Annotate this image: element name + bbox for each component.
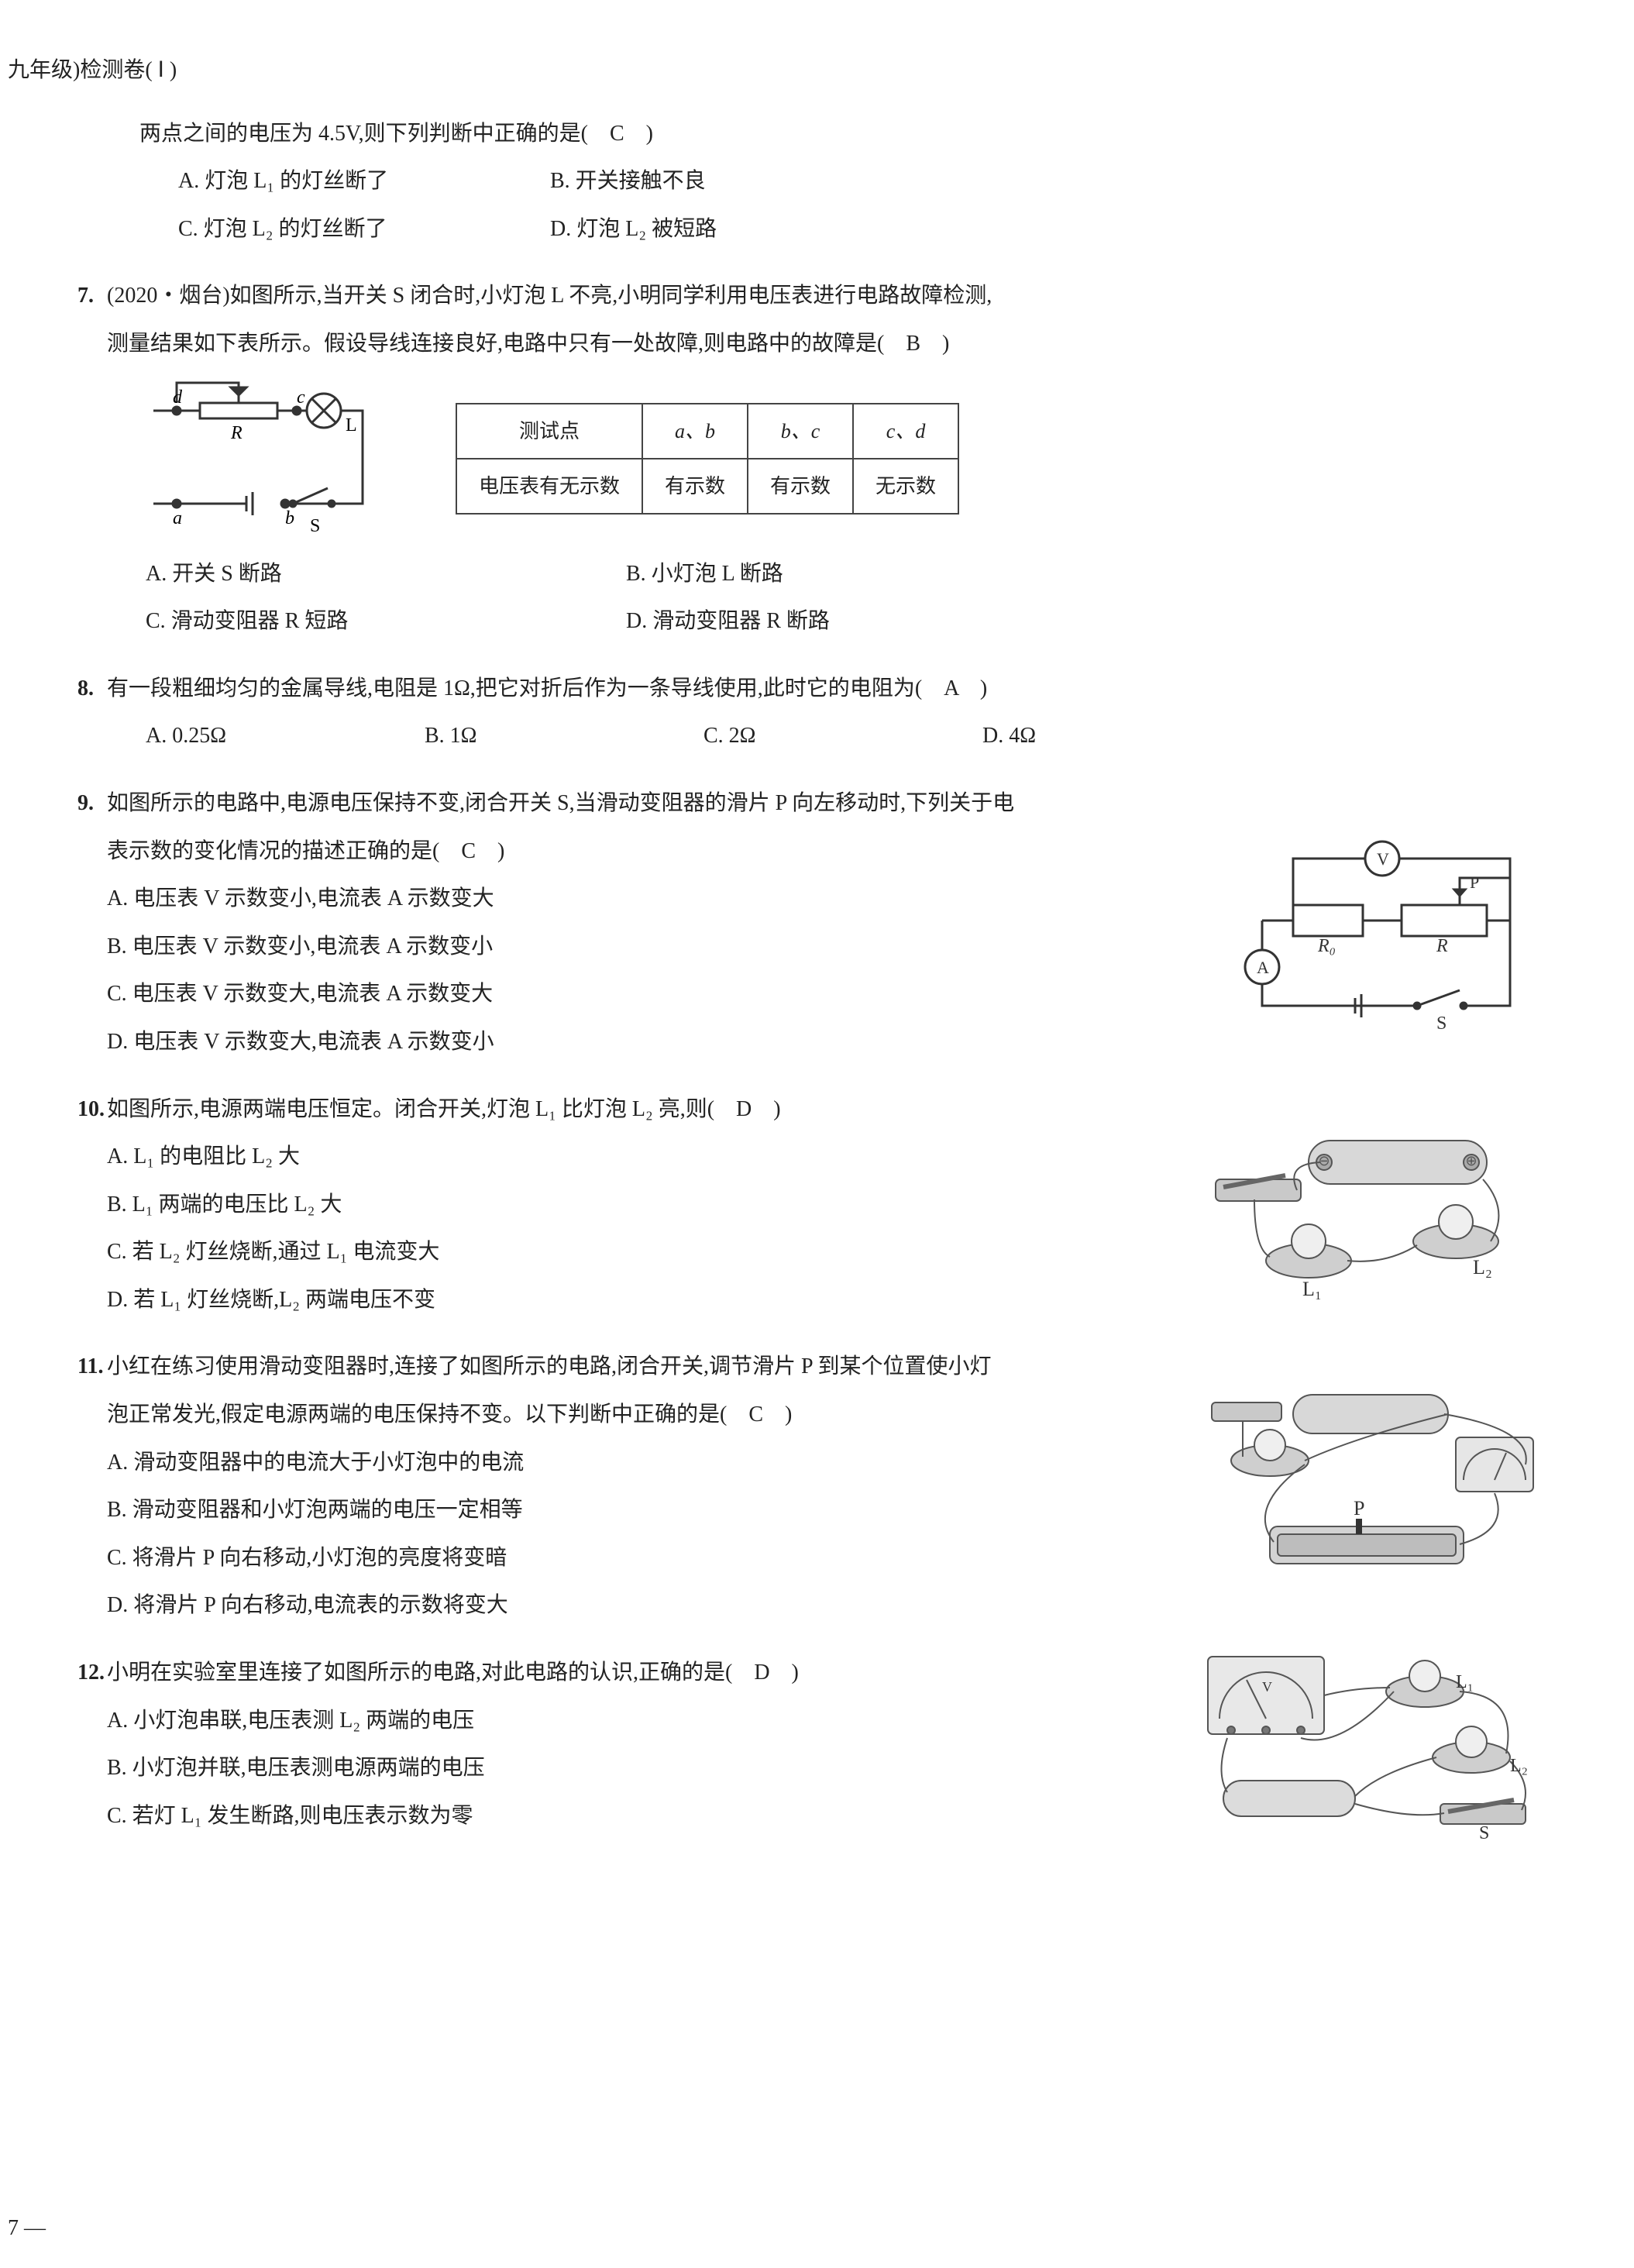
svg-text:S: S [1436, 1014, 1447, 1034]
option-c: C. 若灯 L₁ 发生断路,则电压表示数为零 [107, 1792, 1161, 1840]
option-c: C. 灯泡 L₂ 的灯丝断了 [178, 205, 550, 253]
question-text: (2020・烟台)如图所示,当开关 S 闭合时,小灯泡 L 不亮,小明同学利用电… [107, 272, 1580, 320]
page-footer: 7 — [8, 2204, 46, 2253]
table-header: 测试点 [456, 404, 642, 459]
option-b: B. 开关接触不良 [550, 157, 922, 205]
svg-text:a: a [173, 508, 182, 528]
data-table-q7: 测试点 a、b b、c c、d 电压表有无示数 有示数 有示数 无示数 [456, 403, 959, 515]
option-b: B. 1Ω [425, 712, 703, 760]
table-cell: 有示数 [748, 459, 853, 514]
svg-text:S: S [1479, 1823, 1489, 1843]
question-number: 11. [77, 1343, 103, 1391]
svg-text:⊕: ⊕ [1465, 1153, 1477, 1168]
option-b: B. 电压表 V 示数变小,电流表 A 示数变小 [107, 923, 1208, 971]
question-text: 小明在实验室里连接了如图所示的电路,对此电路的认识,正确的是( D ) [107, 1649, 1161, 1697]
question-text: 泡正常发光,假定电源两端的电压保持不变。以下判断中正确的是( C ) [107, 1391, 1169, 1439]
circuit-photo-q11: P [1200, 1391, 1541, 1592]
svg-text:L₁: L₁ [1302, 1278, 1322, 1300]
table-cell: 有示数 [642, 459, 748, 514]
option-c: C. 将滑片 P 向右移动,小灯泡的亮度将变暗 [107, 1534, 1169, 1582]
option-c: C. 2Ω [703, 712, 982, 760]
svg-text:b: b [285, 508, 294, 528]
option-d: D. 若 L₁ 灯丝烧断,L₂ 两端电压不变 [107, 1276, 1177, 1324]
option-c: C. 电压表 V 示数变大,电流表 A 示数变大 [107, 970, 1208, 1018]
question-9: 9. 如图所示的电路中,电源电压保持不变,闭合开关 S,当滑动变阻器的滑片 P … [0, 780, 1580, 1066]
option-d: D. 4Ω [982, 712, 1261, 760]
question-number: 8. [77, 665, 94, 713]
question-12: 12. 小明在实验室里连接了如图所示的电路,对此电路的认识,正确的是( D ) … [0, 1649, 1580, 1843]
circuit-photo-q12: V [1192, 1649, 1549, 1843]
option-a: A. 灯泡 L₁ 的灯丝断了 [178, 157, 550, 205]
option-c: C. 滑动变阻器 R 短路 [146, 597, 626, 645]
table-header: b、c [748, 404, 853, 459]
option-d: D. 将滑片 P 向右移动,电流表的示数将变大 [107, 1581, 1169, 1630]
option-b: B. 滑动变阻器和小灯泡两端的电压一定相等 [107, 1486, 1169, 1534]
question-number: 12. [77, 1649, 105, 1697]
option-a: A. 滑动变阻器中的电流大于小灯泡中的电流 [107, 1439, 1169, 1487]
option-a: A. 小灯泡串联,电压表测 L₂ 两端的电压 [107, 1697, 1161, 1745]
table-cell: 电压表有无示数 [456, 459, 642, 514]
option-b: B. 小灯泡 L 断路 [626, 550, 1106, 598]
option-a: A. L₁ 的电阻比 L₂ 大 [107, 1133, 1177, 1181]
svg-text:R₀: R₀ [1317, 936, 1336, 956]
option-b: B. L₁ 两端的电压比 L₂ 大 [107, 1181, 1177, 1229]
svg-text:d: d [173, 387, 183, 408]
svg-text:L₂: L₂ [1473, 1256, 1492, 1279]
svg-text:L₂: L₂ [1510, 1756, 1528, 1776]
table-header: c、d [853, 404, 958, 459]
option-a: A. 开关 S 断路 [146, 550, 626, 598]
question-text: 有一段粗细均匀的金属导线,电阻是 1Ω,把它对折后作为一条导线使用,此时它的电阻… [107, 665, 1580, 713]
circuit-photo-q10: ⊖ ⊕ [1208, 1133, 1533, 1311]
question-8: 8. 有一段粗细均匀的金属导线,电阻是 1Ω,把它对折后作为一条导线使用,此时它… [0, 665, 1580, 760]
fragment-line: 两点之间的电压为 4.5V,则下列判断中正确的是( C ) [139, 110, 1580, 158]
question-text: 小红在练习使用滑动变阻器时,连接了如图所示的电路,闭合开关,调节滑片 P 到某个… [107, 1343, 1580, 1391]
svg-text:P: P [1354, 1497, 1364, 1519]
option-d: D. 灯泡 L₂ 被短路 [550, 205, 922, 253]
svg-text:c: c [297, 387, 305, 408]
option-d: D. 电压表 V 示数变大,电流表 A 示数变小 [107, 1018, 1208, 1066]
question-number: 7. [77, 272, 94, 320]
table-header: a、b [642, 404, 748, 459]
option-a: A. 0.25Ω [146, 712, 425, 760]
option-a: A. 电压表 V 示数变小,电流表 A 示数变大 [107, 875, 1208, 923]
question-number: 10. [77, 1086, 105, 1134]
question-11: 11. 小红在练习使用滑动变阻器时,连接了如图所示的电路,闭合开关,调节滑片 P… [0, 1343, 1580, 1630]
question-text: 测量结果如下表所示。假设导线连接良好,电路中只有一处故障,则电路中的故障是( B… [107, 320, 1580, 368]
circuit-diagram-q9: V A R₀ [1239, 835, 1533, 1037]
circuit-diagram-q7: d c a b R L S [130, 380, 386, 535]
svg-text:⊖: ⊖ [1318, 1153, 1330, 1168]
question-text: 如图所示,电源两端电压恒定。闭合开关,灯泡 L₁ 比灯泡 L₂ 亮,则( D ) [107, 1086, 1580, 1134]
svg-text:S: S [310, 516, 320, 535]
svg-text:R: R [230, 423, 243, 443]
svg-text:R: R [1436, 936, 1448, 956]
prev-question-fragment: 两点之间的电压为 4.5V,则下列判断中正确的是( C ) A. 灯泡 L₁ 的… [0, 110, 1580, 253]
question-number: 9. [77, 780, 94, 828]
question-text: 如图所示的电路中,电源电压保持不变,闭合开关 S,当滑动变阻器的滑片 P 向左移… [107, 780, 1580, 828]
svg-text:L₁: L₁ [1456, 1672, 1474, 1692]
svg-text:P: P [1470, 872, 1479, 892]
option-c: C. 若 L₂ 灯丝烧断,通过 L₁ 电流变大 [107, 1228, 1177, 1276]
question-10: 10. 如图所示,电源两端电压恒定。闭合开关,灯泡 L₁ 比灯泡 L₂ 亮,则(… [0, 1086, 1580, 1324]
question-text: 表示数的变化情况的描述正确的是( C ) [107, 828, 1208, 876]
svg-text:A: A [1257, 958, 1269, 977]
option-d: D. 滑动变阻器 R 断路 [626, 597, 1106, 645]
question-7: 7. (2020・烟台)如图所示,当开关 S 闭合时,小灯泡 L 不亮,小明同学… [0, 272, 1580, 645]
svg-text:L: L [346, 415, 357, 435]
option-b: B. 小灯泡并联,电压表测电源两端的电压 [107, 1744, 1161, 1792]
svg-text:V: V [1377, 849, 1389, 869]
svg-text:V: V [1262, 1679, 1272, 1695]
page-header: 九年级)检测卷( Ⅰ ) [0, 46, 1580, 95]
table-cell: 无示数 [853, 459, 958, 514]
